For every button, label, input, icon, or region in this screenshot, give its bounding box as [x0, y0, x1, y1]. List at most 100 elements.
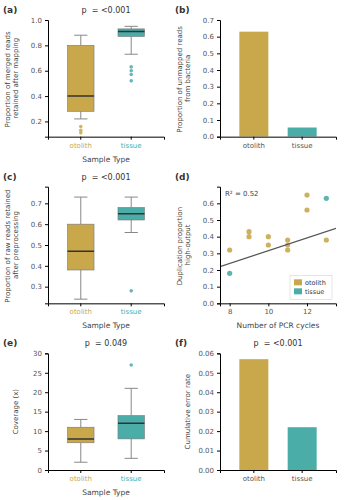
tick: 0.6	[31, 221, 48, 229]
tick-mark	[217, 37, 220, 38]
whisker	[131, 197, 132, 207]
tick: 0	[38, 467, 48, 475]
tick: 0.03	[198, 408, 220, 416]
median	[68, 95, 94, 97]
whisker	[80, 197, 81, 224]
point	[285, 237, 290, 242]
whisker	[131, 439, 132, 458]
tick-mark	[45, 121, 48, 122]
x-axis-title: Sample Type	[82, 321, 130, 330]
tick: 0.01	[198, 447, 220, 455]
tick-label: 0.4	[31, 263, 43, 271]
whisker-cap	[125, 197, 138, 198]
tick-mark	[253, 470, 254, 473]
outlier	[129, 65, 133, 69]
tick-mark	[217, 287, 220, 288]
tick: otolith	[70, 470, 92, 483]
tick-mark	[217, 431, 220, 432]
bar	[239, 359, 268, 470]
tick: tissue	[292, 470, 313, 483]
point	[304, 192, 309, 197]
tick: tissue	[121, 470, 142, 483]
tick-mark	[45, 245, 48, 246]
tick-label: 25	[33, 370, 42, 378]
tick: 15	[33, 408, 48, 416]
tick-label: 0.8	[31, 42, 42, 50]
tick: 0.5	[203, 50, 220, 58]
whisker-cap	[74, 118, 87, 119]
tick: tissue	[121, 137, 142, 150]
box	[118, 29, 144, 37]
tick-label: 0.03	[198, 408, 214, 416]
plot-area	[68, 363, 145, 462]
tick: otolith	[70, 303, 92, 316]
whisker-cap	[74, 35, 87, 36]
tick: 0.1	[203, 283, 220, 291]
tick-mark	[268, 303, 269, 306]
tick-label: 0.6	[203, 33, 215, 41]
tick-label: 20	[33, 389, 42, 397]
y-axis: 0.00.10.20.30.40.50.60.7	[203, 17, 221, 142]
tick: 0.06	[198, 350, 220, 358]
bar	[239, 32, 268, 137]
point	[227, 247, 232, 252]
tick-label: otolith	[243, 475, 265, 483]
tick-mark	[45, 451, 48, 452]
tick: 8	[228, 303, 232, 316]
panel: otolithtissue0.000.010.020.030.040.050.0…	[175, 338, 337, 483]
axis-line	[217, 187, 221, 304]
tick-label: otolith	[70, 475, 92, 483]
panel-label: (c)	[3, 172, 17, 182]
box	[68, 45, 94, 111]
tick-label: 5	[38, 447, 42, 455]
whisker-cap	[74, 462, 87, 463]
point	[324, 237, 329, 242]
tick-label: 0.5	[203, 217, 214, 225]
point	[266, 242, 271, 247]
tick-mark	[217, 253, 220, 254]
tick-mark	[45, 353, 48, 354]
point	[227, 271, 232, 276]
x-axis-title: Sample Type	[82, 155, 130, 164]
tick-mark	[217, 392, 220, 393]
tick-mark	[230, 303, 231, 306]
title: p = 0.049	[85, 339, 127, 348]
median	[68, 251, 94, 253]
tick: 5	[38, 447, 48, 455]
whisker	[80, 111, 81, 119]
tick: 0.6	[203, 200, 220, 208]
axis-line	[45, 21, 49, 138]
tick-label: 30	[33, 350, 42, 358]
tick-mark	[217, 20, 220, 21]
tick-mark	[217, 237, 220, 238]
tick-mark	[80, 470, 81, 473]
tick: 1.0	[31, 17, 48, 25]
tick-mark	[45, 431, 48, 432]
plot-area	[239, 32, 316, 137]
axis-line	[217, 21, 221, 138]
legend-swatch	[294, 279, 302, 285]
tick-mark	[307, 303, 308, 306]
tick-label: 0.5	[31, 242, 42, 250]
tick-label: 0.1	[203, 283, 214, 291]
axis-line	[217, 354, 221, 471]
x-axis: otolithtissue	[49, 137, 165, 150]
y-axis: 0.00.10.20.30.40.50.6	[203, 187, 221, 308]
tick-label: 0.06	[198, 350, 214, 358]
bar	[288, 427, 317, 470]
tick-mark	[217, 203, 220, 204]
whisker-cap	[125, 232, 138, 233]
axis-line	[221, 304, 337, 307]
tick-label: otolith	[243, 142, 265, 150]
tick-label: 0.2	[203, 267, 214, 275]
tick: 0.6	[203, 33, 220, 41]
tick: 0.5	[203, 217, 220, 225]
regression-line	[220, 228, 336, 266]
plot-area	[220, 192, 336, 276]
y-axis: 051015202530	[33, 350, 48, 475]
tick-label: 0.01	[198, 447, 214, 455]
axis-line	[49, 304, 165, 307]
tick-mark	[45, 71, 48, 72]
y-axis: 0.30.40.50.60.7	[31, 187, 49, 304]
panel-label: (b)	[175, 5, 190, 15]
